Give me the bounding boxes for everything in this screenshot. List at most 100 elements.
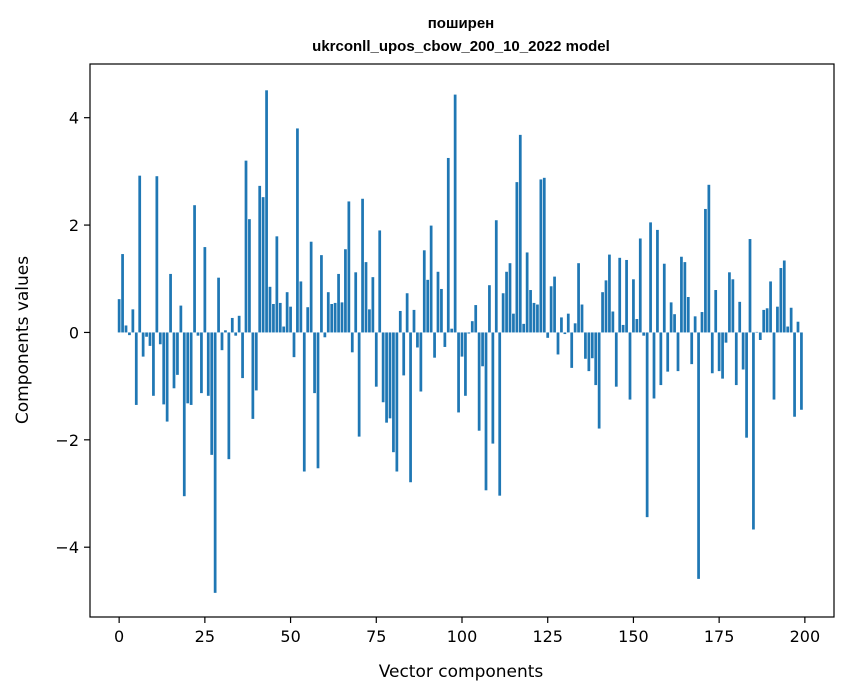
bar-86 (412, 309, 416, 333)
bar-64 (337, 273, 340, 333)
y-tick-label: −2 (55, 431, 79, 450)
bar-82 (398, 310, 402, 333)
bar-101 (464, 332, 467, 396)
bar-137 (587, 332, 591, 372)
bar-184 (748, 239, 752, 333)
bar-104 (474, 305, 478, 333)
bar-136 (584, 332, 587, 359)
bar-134 (577, 263, 580, 333)
y-tick-label: 4 (69, 109, 79, 128)
y-tick-label: −4 (55, 538, 79, 557)
bar-188 (762, 309, 766, 333)
bar-54 (302, 332, 306, 472)
bar-87 (416, 332, 419, 348)
bar-62 (330, 303, 334, 333)
bar-58 (316, 332, 320, 469)
bar-190 (769, 281, 772, 333)
bar-69 (354, 272, 358, 333)
bar-197 (793, 332, 796, 417)
bar-35 (237, 315, 241, 333)
bar-140 (597, 332, 601, 429)
bar-93 (436, 271, 440, 333)
bar-18 (179, 305, 183, 333)
bar-165 (683, 262, 687, 333)
bar-130 (563, 332, 567, 335)
bar-187 (758, 332, 762, 340)
bar-96 (446, 157, 450, 333)
bar-173 (710, 332, 714, 374)
bar-0 (117, 299, 121, 333)
bar-4 (131, 309, 135, 333)
bar-44 (268, 286, 272, 333)
bar-92 (433, 332, 436, 358)
x-tick-label: 175 (704, 627, 735, 646)
bar-25 (203, 247, 207, 333)
bar-164 (680, 256, 683, 333)
bar-198 (796, 321, 800, 333)
bar-56 (309, 241, 313, 333)
bar-129 (560, 317, 563, 333)
bar-20 (186, 332, 190, 404)
bar-34 (234, 332, 238, 336)
bar-26 (206, 332, 210, 396)
bar-119 (525, 252, 529, 333)
bar-76 (378, 230, 382, 333)
bar-36 (241, 332, 244, 379)
bar-167 (690, 332, 694, 365)
bar-151 (635, 319, 639, 333)
x-tick-label: 25 (195, 627, 215, 646)
bar-111 (498, 332, 502, 496)
bar-88 (419, 332, 423, 392)
y-axis-label: Components values (13, 256, 33, 424)
bar-142 (604, 280, 608, 333)
bar-41 (258, 185, 262, 333)
bar-138 (590, 332, 594, 359)
bar-73 (368, 309, 371, 333)
y-axis: −4 −2 0 2 4 (55, 109, 90, 557)
bar-74 (371, 277, 375, 333)
bar-183 (745, 332, 748, 438)
bar-125 (546, 332, 550, 338)
bar-49 (285, 292, 289, 333)
y-tick-label: 0 (69, 323, 79, 342)
bar-48 (282, 326, 286, 333)
bar-166 (686, 297, 690, 333)
bar-19 (182, 332, 186, 497)
bar-38 (248, 219, 251, 333)
bar-59 (320, 255, 323, 333)
bar-172 (707, 184, 711, 333)
bars (117, 90, 803, 593)
bar-77 (381, 332, 385, 403)
bar-39 (251, 332, 255, 419)
bar-32 (227, 332, 231, 460)
bar-79 (388, 332, 392, 419)
bar-181 (738, 301, 742, 333)
bar-2 (124, 325, 128, 333)
bar-193 (779, 268, 783, 333)
bar-170 (700, 312, 704, 333)
bar-94 (440, 288, 443, 333)
bar-157 (656, 229, 659, 333)
bar-107 (484, 332, 488, 491)
bar-122 (536, 304, 539, 333)
bar-70 (357, 332, 361, 437)
bar-118 (522, 323, 526, 333)
bar-158 (659, 332, 663, 386)
bar-95 (443, 332, 447, 347)
bar-15 (169, 273, 172, 333)
bar-66 (344, 249, 347, 333)
chart-subtitle: ukrconll_upos_cbow_200_10_2022 model (312, 38, 610, 55)
bar-102 (467, 332, 471, 334)
bar-179 (731, 279, 735, 333)
bar-52 (296, 128, 299, 333)
bar-174 (714, 290, 718, 333)
bar-9 (148, 332, 152, 346)
bar-22 (193, 205, 196, 333)
bar-60 (323, 332, 327, 338)
bar-3 (128, 332, 131, 336)
bar-195 (786, 326, 790, 333)
bar-108 (488, 285, 491, 333)
bar-143 (608, 254, 611, 333)
bar-14 (165, 332, 169, 422)
bar-155 (649, 222, 652, 333)
